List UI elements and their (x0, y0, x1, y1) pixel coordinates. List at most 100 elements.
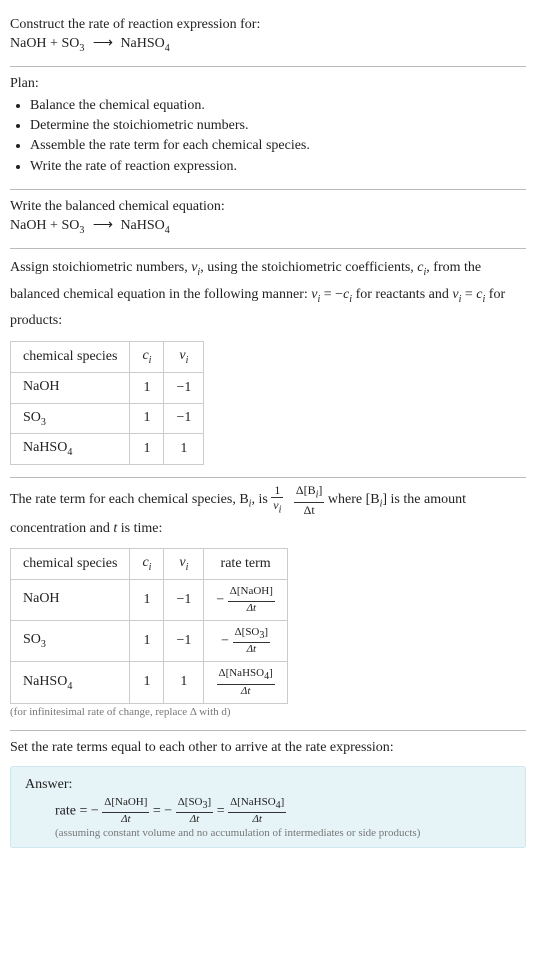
v-value: −1 (164, 372, 204, 403)
fraction: 1 νi (271, 484, 283, 515)
fraction: Δ[SO3] Δt (176, 797, 213, 825)
col-c: ci (130, 549, 164, 580)
eq-left2-sub: 3 (79, 43, 84, 54)
text: NaOH (23, 591, 60, 606)
text: ] (318, 483, 322, 497)
table-row: SO3 1 −1 (11, 403, 204, 434)
fraction: Δ[NaOH] Δt (228, 586, 275, 614)
table-row: SO3 1 −1 − Δ[SO3] Δt (11, 621, 288, 662)
sign: − (221, 633, 232, 648)
sign: − (216, 592, 227, 607)
c-value: 1 (130, 621, 164, 662)
plan-item: Assemble the rate term for each chemical… (30, 136, 526, 156)
text: NaOH (23, 379, 60, 394)
denominator: Δt (217, 685, 275, 697)
nu-sub: i (279, 505, 282, 516)
plan-block: Plan: Balance the chemical equation. Det… (10, 67, 526, 189)
sub: 3 (41, 416, 46, 427)
text: ] (264, 626, 268, 638)
sub: 4 (67, 680, 72, 691)
denominator: Δt (233, 643, 270, 655)
v-value: −1 (164, 579, 204, 620)
plan-list: Balance the chemical equation. Determine… (30, 96, 526, 177)
text: , is (251, 492, 271, 507)
numerator: 1 (271, 484, 283, 498)
eq-plus: + (47, 218, 62, 233)
numerator: Δ[SO3] (233, 627, 270, 643)
c-sub: i (149, 562, 152, 573)
text: Δ[NaHSO (230, 796, 276, 808)
rateterm-block: The rate term for each chemical species,… (10, 478, 526, 729)
eq-right-sub: 4 (165, 225, 170, 236)
fraction: Δ[NaHSO4] Δt (228, 797, 286, 825)
eq-left2: SO (61, 218, 79, 233)
denominator: Δt (102, 813, 149, 825)
sub: 4 (67, 447, 72, 458)
page: Construct the rate of reaction expressio… (0, 0, 536, 880)
text: , using the stoichiometric coefficients, (200, 260, 417, 275)
text: where [B (328, 492, 380, 507)
species-name: NaHSO4 (11, 434, 130, 465)
eq-left2-sub: 3 (79, 225, 84, 236)
c-value: 1 (130, 372, 164, 403)
numerator: Δ[Bi] (294, 484, 325, 502)
eq-left1: NaOH (10, 36, 47, 51)
sub: 3 (41, 639, 46, 650)
text: is time: (117, 521, 162, 536)
table-header-row: chemical species ci νi rate term (11, 549, 288, 580)
balanced-equation: NaOH + SO3 ⟶ NaHSO4 (10, 217, 526, 236)
eq-plus: + (47, 36, 62, 51)
v-value: −1 (164, 403, 204, 434)
c-value: 1 (130, 662, 164, 703)
plan-item: Determine the stoichiometric numbers. (30, 116, 526, 136)
numerator: Δ[NaOH] (228, 586, 275, 602)
text: Assign stoichiometric numbers, (10, 260, 191, 275)
c-value: 1 (130, 434, 164, 465)
text: ] (281, 796, 285, 808)
c-value: 1 (130, 403, 164, 434)
c-sub: i (149, 355, 152, 366)
eq-left2: SO (61, 36, 79, 51)
arrow-icon: ⟶ (88, 35, 117, 52)
c-value: 1 (130, 579, 164, 620)
final-title: Set the rate terms equal to each other t… (10, 737, 526, 758)
table-row: NaOH 1 −1 (11, 372, 204, 403)
col-rate: rate term (204, 549, 288, 580)
text: Δ[NaOH] (230, 585, 273, 597)
col-species: chemical species (11, 341, 130, 372)
text: SO (23, 410, 41, 425)
stoich-table: chemical species ci νi NaOH 1 −1 SO3 1 −… (10, 341, 204, 465)
eq-right: NaHSO (120, 218, 164, 233)
species-name: NaOH (11, 372, 130, 403)
text: ] (208, 796, 212, 808)
arrow-icon: ⟶ (88, 217, 117, 234)
col-v: νi (164, 549, 204, 580)
text: = (461, 287, 476, 302)
balanced-title: Write the balanced chemical equation: (10, 196, 526, 217)
table-row: NaHSO4 1 1 Δ[NaHSO4] Δt (11, 662, 288, 703)
denominator: Δt (228, 813, 286, 825)
final-block: Set the rate terms equal to each other t… (10, 731, 526, 860)
denominator: Δt (294, 503, 325, 516)
plan-item: Balance the chemical equation. (30, 96, 526, 116)
species-name: SO3 (11, 403, 130, 434)
fraction: Δ[NaHSO4] Δt (217, 668, 275, 696)
text: for reactants and (352, 287, 452, 302)
eq-left1: NaOH (10, 218, 47, 233)
rate-value: Δ[NaHSO4] Δt (204, 662, 288, 703)
species-name: NaHSO4 (11, 662, 130, 703)
table-header-row: chemical species ci νi (11, 341, 204, 372)
v-value: 1 (164, 662, 204, 703)
equals: = − (153, 803, 176, 818)
denominator: νi (271, 498, 283, 515)
answer-note: (assuming constant volume and no accumul… (25, 827, 511, 839)
balanced-block: Write the balanced chemical equation: Na… (10, 190, 526, 248)
answer-label: Answer: (25, 777, 511, 793)
text: The rate term for each chemical species,… (10, 492, 249, 507)
col-v: νi (164, 341, 204, 372)
eq-right-sub: 4 (165, 43, 170, 54)
v-value: 1 (164, 434, 204, 465)
denominator: Δt (176, 813, 213, 825)
numerator: Δ[NaHSO4] (228, 797, 286, 813)
rateterm-intro: The rate term for each chemical species,… (10, 484, 526, 542)
